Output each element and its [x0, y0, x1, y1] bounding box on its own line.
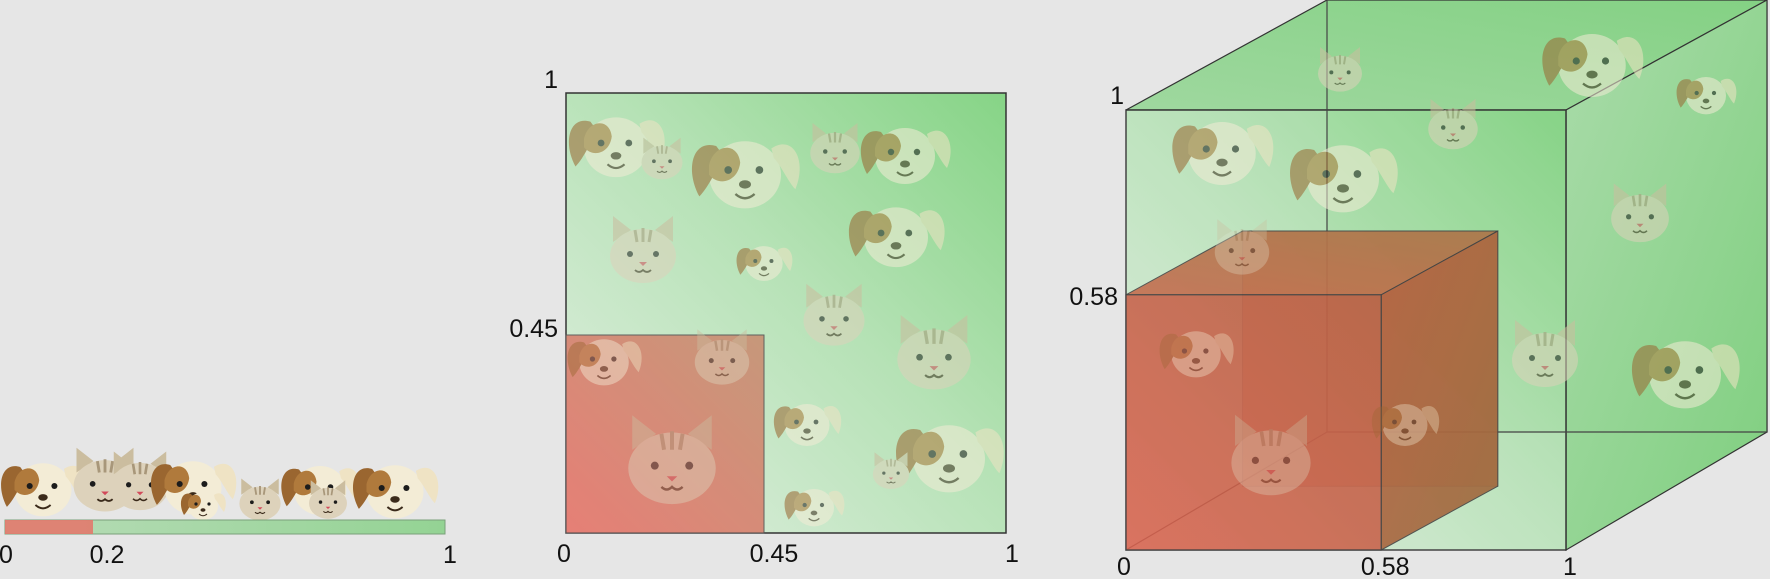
fraction-cube-front-face — [1125, 294, 1382, 551]
axis-label-one: 1 — [443, 541, 457, 569]
panel-3d: 0 0.58 1 0.58 1 — [1069, 0, 1768, 579]
axis-label-fraction: 0.2 — [90, 541, 125, 569]
x-axis-label-one: 1 — [1563, 553, 1577, 579]
y-axis-label-fraction: 0.45 — [509, 315, 558, 343]
x-axis-label-fraction: 0.58 — [1361, 553, 1410, 579]
x-axis-label-one: 1 — [1005, 540, 1019, 568]
cat-face-icon — [238, 477, 282, 522]
dog-face-icon — [180, 491, 227, 521]
panel-2d: 0 0.45 1 0.45 1 — [509, 66, 1019, 568]
fraction-cube — [1125, 218, 1499, 551]
y-axis-label-one: 1 — [544, 66, 558, 94]
dog-face-icon — [0, 462, 88, 518]
panel-1d: 0 0.2 1 — [0, 446, 457, 569]
x-axis-label-zero: 0 — [1117, 553, 1131, 579]
y-axis-label-fraction: 0.58 — [1069, 283, 1118, 311]
x-axis-label-zero: 0 — [557, 540, 571, 568]
axis-label-zero: 0 — [0, 541, 13, 569]
fraction-interval-strip — [5, 520, 93, 534]
y-axis-label-one: 1 — [1110, 82, 1124, 110]
dog-face-icon — [352, 464, 440, 520]
pet-icons-row — [0, 446, 440, 522]
x-axis-label-fraction: 0.45 — [750, 540, 799, 568]
